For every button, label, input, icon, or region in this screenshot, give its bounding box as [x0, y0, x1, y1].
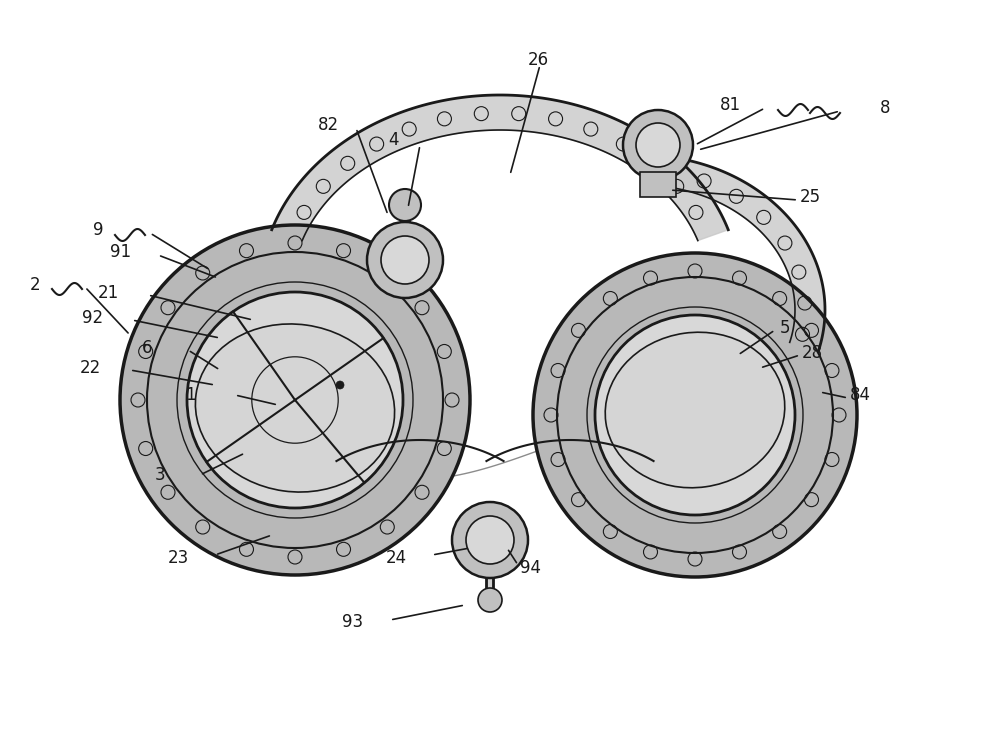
Ellipse shape — [195, 324, 395, 492]
Text: 84: 84 — [850, 386, 871, 404]
Text: 93: 93 — [342, 613, 363, 631]
Circle shape — [636, 123, 680, 167]
Circle shape — [478, 588, 502, 612]
Text: 8: 8 — [880, 99, 891, 117]
Text: 24: 24 — [386, 549, 407, 567]
Text: 21: 21 — [98, 284, 119, 302]
Text: 23: 23 — [168, 549, 189, 567]
Text: 5: 5 — [780, 319, 790, 337]
Circle shape — [389, 189, 421, 221]
Circle shape — [623, 110, 693, 180]
Text: 82: 82 — [318, 116, 339, 134]
Polygon shape — [654, 155, 825, 350]
Text: 25: 25 — [800, 188, 821, 206]
Circle shape — [533, 253, 857, 577]
Text: 26: 26 — [528, 51, 549, 69]
Circle shape — [381, 236, 429, 284]
Ellipse shape — [605, 332, 785, 488]
Circle shape — [120, 225, 470, 575]
Text: 2: 2 — [30, 276, 41, 294]
Text: 94: 94 — [520, 559, 541, 577]
Text: 22: 22 — [80, 359, 101, 377]
Circle shape — [187, 292, 403, 508]
Circle shape — [466, 516, 514, 564]
Text: 81: 81 — [720, 96, 741, 114]
Text: 6: 6 — [142, 339, 152, 357]
Text: 3: 3 — [155, 466, 166, 484]
Text: 1: 1 — [185, 386, 196, 404]
Circle shape — [595, 315, 795, 515]
Circle shape — [367, 222, 443, 298]
Circle shape — [336, 381, 344, 389]
Text: 91: 91 — [110, 243, 131, 261]
Polygon shape — [272, 95, 728, 241]
Text: 9: 9 — [93, 221, 104, 239]
Text: 4: 4 — [388, 131, 398, 149]
FancyBboxPatch shape — [640, 172, 676, 197]
Text: 28: 28 — [802, 344, 823, 362]
Text: 92: 92 — [82, 309, 103, 327]
Circle shape — [452, 502, 528, 578]
